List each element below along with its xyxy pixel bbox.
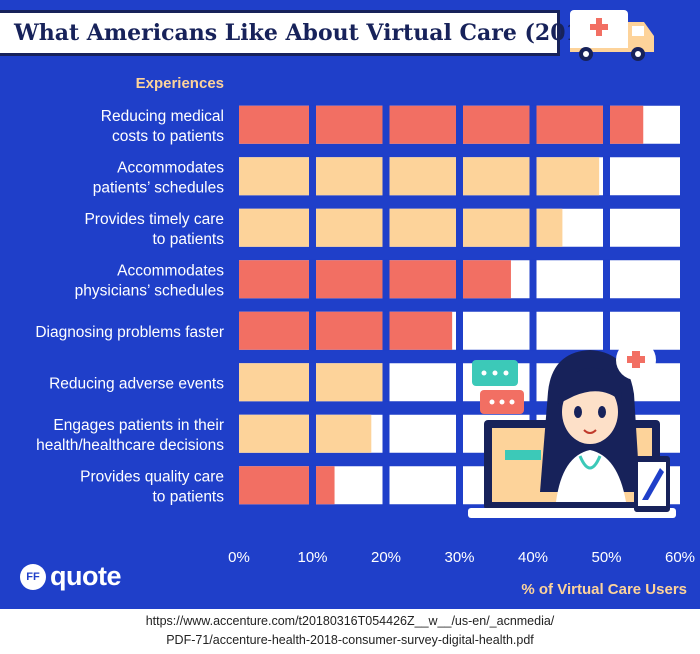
category-label: Reducing adverse events <box>49 375 224 392</box>
segment-gap <box>309 259 316 299</box>
segment-gap <box>529 259 537 299</box>
bar <box>239 414 372 453</box>
ambulance-icon <box>570 10 654 61</box>
category-label: costs to patients <box>112 128 224 145</box>
segment-gap <box>382 465 390 505</box>
segment-gap <box>529 362 537 402</box>
x-tick-label: 20% <box>371 549 401 566</box>
bar-chart: Reducing medical costs to patients Accommo… <box>35 75 695 598</box>
segment-gap <box>382 156 390 196</box>
category-label: to patients <box>152 231 224 248</box>
segment-gap <box>456 259 463 299</box>
segment-gap <box>382 208 390 248</box>
segment-gap <box>603 156 610 196</box>
x-tick-label: 60% <box>665 549 695 566</box>
logo-text: quote <box>50 561 122 591</box>
segment-gap <box>382 311 390 351</box>
infographic-card: Reducing medical costs to patients Accommo… <box>0 0 700 609</box>
segment-gap <box>382 105 390 145</box>
segment-gap <box>529 208 537 248</box>
segment-gap <box>309 105 316 145</box>
bar <box>239 260 511 299</box>
source-citation: https://www.accenture.com/t20180316T0544… <box>0 612 700 650</box>
category-label: Provides timely care <box>84 211 224 228</box>
segment-gap <box>309 465 316 505</box>
segment-gap <box>309 208 316 248</box>
category-heading: Experiences <box>136 75 224 92</box>
segment-gap <box>456 362 463 402</box>
bar <box>239 311 453 350</box>
x-tick-label: 10% <box>297 549 327 566</box>
x-tick-label: 50% <box>591 549 621 566</box>
segment-gap <box>309 414 316 454</box>
segment-gap <box>309 362 316 402</box>
segment-gap <box>529 156 537 196</box>
segment-gap <box>309 311 316 351</box>
bar <box>239 105 644 144</box>
category-label: Accommodates <box>117 159 224 176</box>
segment-gap <box>603 208 610 248</box>
category-label: Accommodates <box>117 262 224 279</box>
x-tick-label: 0% <box>228 549 250 566</box>
segment-gap <box>382 259 390 299</box>
title-banner: What Americans Like About Virtual Care (… <box>0 10 607 56</box>
segment-gap <box>456 156 463 196</box>
category-label: Provides quality care <box>80 468 224 485</box>
category-label: patients’ schedules <box>93 179 225 196</box>
segment-gap <box>603 259 610 299</box>
x-tick-label: 30% <box>444 549 474 566</box>
chart-title: What Americans Like About Virtual Care (… <box>14 20 607 46</box>
segment-gap <box>529 105 537 145</box>
source-line-2: PDF-71/accenture-health-2018-consumer-su… <box>166 633 534 647</box>
x-tick-label: 40% <box>518 549 548 566</box>
category-label: physicians’ schedules <box>75 282 225 299</box>
segment-gap <box>456 105 463 145</box>
segment-gap <box>603 311 610 351</box>
quote-logo: FF quote <box>20 561 122 592</box>
bar <box>239 157 600 196</box>
category-label: Reducing medical <box>101 108 224 125</box>
category-label: to patients <box>152 488 224 505</box>
quote-logo-icon: FF <box>20 563 46 590</box>
segment-gap <box>456 414 463 454</box>
x-axis-label: % of Virtual Care Users <box>521 581 687 598</box>
segment-gap <box>456 208 463 248</box>
segment-gap <box>456 465 463 505</box>
segment-gap <box>382 414 390 454</box>
category-label: Engages patients in their <box>53 417 224 434</box>
bar <box>239 208 563 247</box>
segment-gap <box>456 311 463 351</box>
segment-gap <box>382 362 390 402</box>
source-line-1: https://www.accenture.com/t20180316T0544… <box>145 614 555 628</box>
segment-gap <box>529 311 537 351</box>
doctor-laptop-illustration <box>468 340 676 518</box>
segment-gap <box>309 156 316 196</box>
category-label: health/healthcare decisions <box>36 437 224 454</box>
segment-gap <box>603 105 610 145</box>
bar <box>239 466 335 505</box>
category-label: Diagnosing problems faster <box>35 324 224 341</box>
